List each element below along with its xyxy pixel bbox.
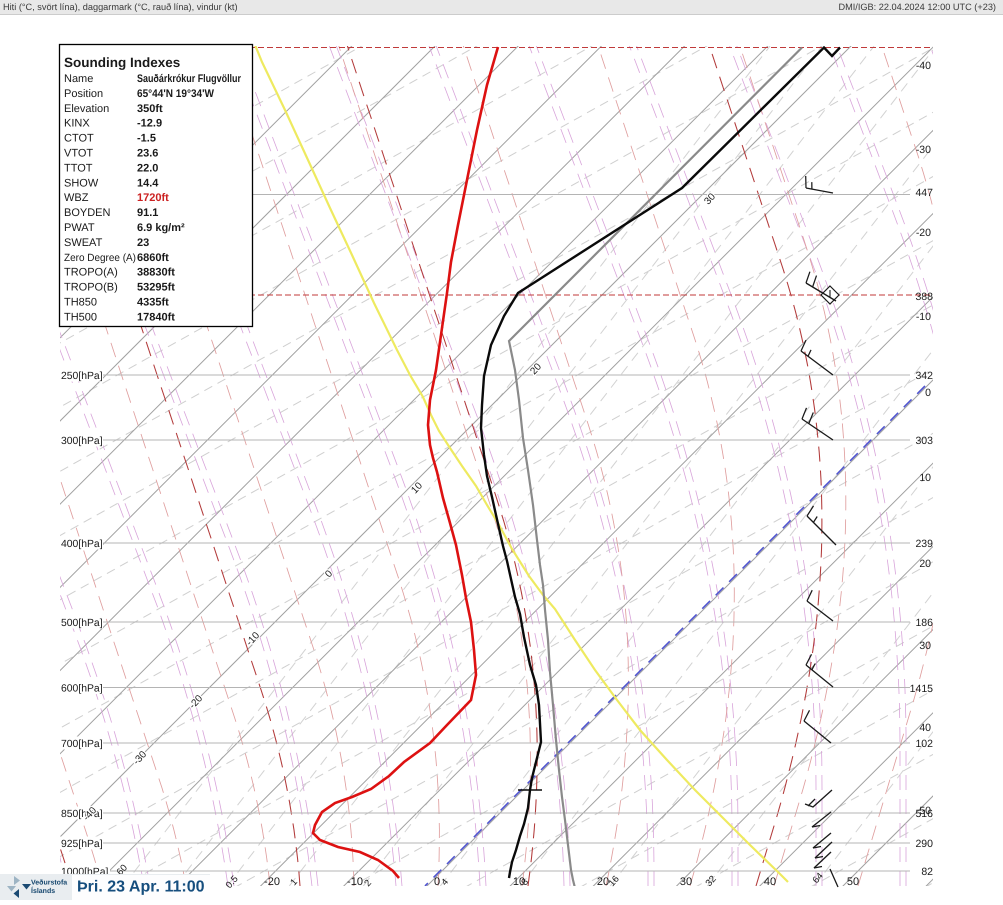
- svg-text:Sauðárkrókur Flugvöllur: Sauðárkrókur Flugvöllur: [137, 73, 242, 85]
- svg-text:20: 20: [919, 558, 931, 570]
- svg-text:65°44'N 19°34'W: 65°44'N 19°34'W: [137, 88, 215, 100]
- svg-text:-20: -20: [264, 876, 280, 888]
- svg-text:20: 20: [597, 876, 609, 888]
- svg-text:Position: Position: [64, 88, 103, 100]
- svg-text:2: 2: [362, 878, 374, 889]
- svg-text:400[hPa]: 400[hPa]: [61, 539, 103, 550]
- svg-text:300[hPa]: 300[hPa]: [61, 436, 103, 447]
- svg-text:1415: 1415: [910, 683, 934, 695]
- svg-text:-12.9: -12.9: [137, 118, 162, 130]
- svg-text:SWEAT: SWEAT: [64, 237, 103, 249]
- svg-text:10: 10: [919, 472, 931, 484]
- svg-text:700[hPa]: 700[hPa]: [61, 739, 103, 750]
- svg-text:Veðurstofa: Veðurstofa: [31, 879, 67, 887]
- svg-text:TH850: TH850: [64, 297, 97, 309]
- svg-text:Name: Name: [64, 73, 93, 85]
- svg-text:186: 186: [915, 617, 933, 629]
- svg-text:4: 4: [439, 877, 451, 888]
- svg-text:850[hPa]: 850[hPa]: [61, 809, 103, 820]
- svg-text:-10: -10: [916, 311, 931, 323]
- svg-text:DMI/IGB: 22.04.2024 12:00 UTC: DMI/IGB: 22.04.2024 12:00 UTC (+23): [838, 2, 996, 12]
- svg-text:23.6: 23.6: [137, 148, 158, 160]
- svg-text:30: 30: [680, 876, 692, 888]
- svg-text:925[hPa]: 925[hPa]: [61, 839, 103, 850]
- svg-text:23: 23: [137, 237, 149, 249]
- svg-text:CTOT: CTOT: [64, 133, 94, 145]
- svg-text:388: 388: [915, 291, 933, 303]
- svg-text:50: 50: [919, 805, 931, 817]
- svg-text:TTOT: TTOT: [64, 162, 93, 174]
- svg-text:-30: -30: [916, 144, 931, 156]
- svg-text:30: 30: [919, 640, 931, 652]
- svg-text:-20: -20: [916, 227, 931, 239]
- svg-text:1720ft: 1720ft: [137, 192, 169, 204]
- svg-text:303: 303: [915, 435, 933, 447]
- svg-text:Þri. 23 Apr. 11:00: Þri. 23 Apr. 11:00: [77, 879, 205, 896]
- svg-text:-40: -40: [916, 60, 931, 72]
- svg-text:14.4: 14.4: [137, 177, 159, 189]
- svg-text:Sounding Indexes: Sounding Indexes: [64, 55, 180, 70]
- svg-text:SHOW: SHOW: [64, 177, 99, 189]
- svg-text:1: 1: [288, 877, 300, 888]
- svg-text:TROPO(B): TROPO(B): [64, 282, 118, 294]
- svg-text:50: 50: [847, 876, 859, 888]
- svg-text:40: 40: [919, 722, 931, 734]
- svg-text:Zero Degree (A): Zero Degree (A): [64, 252, 136, 264]
- svg-text:8: 8: [519, 877, 531, 888]
- svg-text:4335ft: 4335ft: [137, 297, 169, 309]
- svg-text:38830ft: 38830ft: [137, 267, 175, 279]
- svg-text:6860ft: 6860ft: [137, 252, 169, 264]
- svg-text:VTOT: VTOT: [64, 148, 93, 160]
- svg-text:447: 447: [915, 187, 933, 199]
- svg-text:Íslands: Íslands: [31, 886, 55, 895]
- svg-text:-1.5: -1.5: [137, 133, 156, 145]
- svg-text:Elevation: Elevation: [64, 103, 109, 115]
- svg-text:KINX: KINX: [64, 118, 90, 130]
- svg-text:17840ft: 17840ft: [137, 311, 175, 323]
- svg-text:TH500: TH500: [64, 311, 97, 323]
- svg-text:10: 10: [513, 876, 525, 888]
- svg-text:239: 239: [915, 538, 933, 550]
- svg-text:290: 290: [915, 838, 933, 850]
- svg-text:1000[hPa]: 1000[hPa]: [61, 867, 108, 878]
- svg-text:Hiti (°C, svört lína), daggarm: Hiti (°C, svört lína), daggarmark (°C, r…: [3, 2, 238, 12]
- svg-text:-10: -10: [347, 876, 363, 888]
- svg-text:PWAT: PWAT: [64, 222, 95, 234]
- svg-text:82: 82: [921, 866, 933, 878]
- svg-text:BOYDEN: BOYDEN: [64, 207, 111, 219]
- svg-text:6.9 kg/m²: 6.9 kg/m²: [137, 222, 185, 234]
- svg-text:500[hPa]: 500[hPa]: [61, 618, 103, 629]
- svg-text:250[hPa]: 250[hPa]: [61, 371, 103, 382]
- svg-text:342: 342: [915, 370, 933, 382]
- svg-text:91.1: 91.1: [137, 207, 158, 219]
- svg-text:102: 102: [915, 738, 933, 750]
- svg-text:TROPO(A): TROPO(A): [64, 267, 118, 279]
- svg-text:516: 516: [915, 808, 933, 820]
- svg-text:600[hPa]: 600[hPa]: [61, 683, 103, 694]
- svg-text:WBZ: WBZ: [64, 192, 89, 204]
- svg-text:22.0: 22.0: [137, 162, 158, 174]
- svg-text:40: 40: [764, 876, 776, 888]
- svg-text:0: 0: [434, 876, 440, 888]
- svg-text:53295ft: 53295ft: [137, 282, 175, 294]
- svg-text:0: 0: [925, 387, 931, 399]
- svg-text:350ft: 350ft: [137, 103, 163, 115]
